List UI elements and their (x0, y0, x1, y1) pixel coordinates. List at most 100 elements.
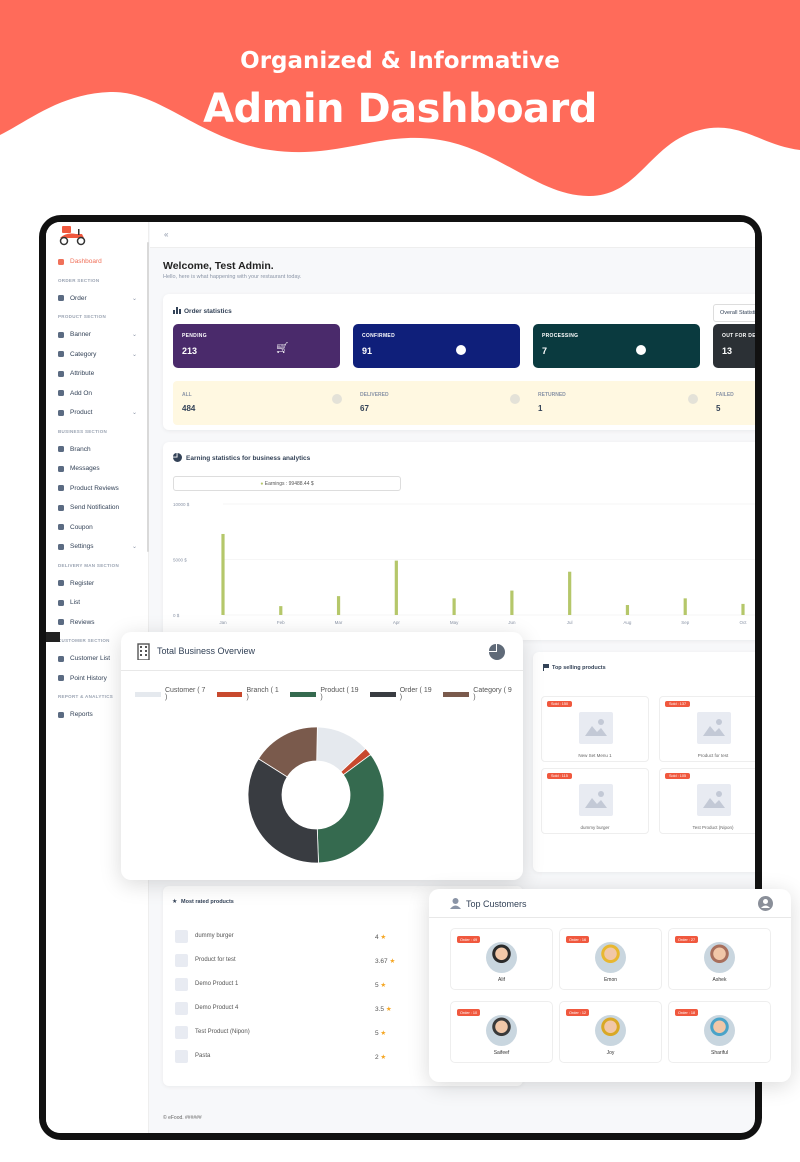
bar-feb[interactable] (279, 606, 283, 615)
legend-swatch (135, 691, 161, 697)
legend-item[interactable]: Category ( 9 ) (443, 687, 513, 701)
bar-oct[interactable] (741, 603, 745, 615)
stat-card-processing[interactable]: PROCESSING 7 (533, 324, 700, 368)
customer-card[interactable]: Order : 27 Ashek (668, 928, 771, 990)
stat-value: 7 (542, 346, 548, 356)
customer-card[interactable]: Order : 16 Emon (559, 928, 662, 990)
sidebar-item-reviews[interactable]: Reviews (46, 613, 149, 633)
x-tick-label: May (450, 620, 459, 625)
clock-icon (636, 345, 646, 355)
donut-slice-order[interactable] (247, 758, 319, 864)
sidebar-toggle[interactable] (46, 632, 60, 642)
bar-apr[interactable] (394, 560, 398, 615)
hero-subtitle: Organized & Informative (240, 48, 560, 74)
sidebar-scrollbar[interactable] (147, 242, 149, 552)
sidebar-item-coupon[interactable]: Coupon (46, 518, 149, 538)
sidebar-item-register[interactable]: Register (46, 574, 149, 594)
sidebar-item-point-history[interactable]: Point History (46, 669, 149, 689)
customer-card[interactable]: Order : 18 Shariful (668, 1001, 771, 1063)
legend-item[interactable]: Order ( 19 ) (369, 687, 434, 701)
customer-card[interactable]: Order : 10 Saifeef (450, 1001, 553, 1063)
welcome-subtitle: Hello, here is what happening with your … (163, 274, 302, 280)
star-icon: ★ (384, 1006, 392, 1013)
product-thumbnail (175, 1050, 188, 1063)
sidebar-item-reports[interactable]: Reports (46, 705, 149, 725)
order-count-badge: Order : 16 (566, 936, 590, 943)
category-icon (58, 351, 64, 358)
sidebar-item-attribute[interactable]: Attribute (46, 364, 149, 384)
sidebar-item-messages[interactable]: Messages (46, 459, 149, 479)
bar-aug[interactable] (625, 605, 630, 615)
plus-circle-icon (58, 390, 64, 397)
rated-product-row[interactable]: dummy burger 4 ★ (175, 930, 525, 946)
bar-sep[interactable] (683, 598, 687, 615)
sidebar-item-branch[interactable]: Branch (46, 440, 149, 460)
bar-jun[interactable] (510, 590, 514, 615)
product-name: Product for test (697, 753, 729, 758)
top-selling-item[interactable]: Sold : 115 dummy burger (541, 768, 649, 834)
account-circle-icon[interactable] (758, 896, 773, 911)
product-thumbnail (175, 978, 188, 991)
rated-product-row[interactable]: Pasta 2 ★ (175, 1050, 525, 1066)
donut-slice-product[interactable] (316, 754, 385, 864)
sidebar-item-order[interactable]: Order ⌄ (46, 289, 149, 309)
order-count-badge: Order : 10 (457, 1009, 481, 1016)
sidebar-item-label: Attribute (70, 370, 95, 378)
top-selling-item[interactable]: Sold : 105 Test Product (Nipon) (659, 768, 755, 834)
rated-product-row[interactable]: Product for test 3.67 ★ (175, 954, 525, 970)
customer-card[interactable]: Order : 49 Alif (450, 928, 553, 990)
earning-bar-chart: 10000 $ 5000 $ 0 $ Jan Feb Mar Apr May Jun Jul Aug… (173, 502, 755, 625)
order-statistics-card: Order statistics ALL 484 DELIVERED 67 RETURN… (163, 294, 755, 430)
product-name: dummy burger (580, 825, 610, 830)
product-name: New Set Menu 1 (578, 753, 612, 758)
summary-icon (688, 394, 698, 404)
stat-value: 213 (182, 346, 198, 356)
product-name: Pasta (195, 1053, 211, 1059)
donut-slice-category[interactable] (257, 726, 318, 778)
stat-card-confirmed[interactable]: CONFIRMED 91 (353, 324, 520, 368)
rated-product-row[interactable]: Demo Product 4 3.5 ★ (175, 1002, 525, 1018)
legend-item[interactable]: Product ( 19 ) (290, 687, 359, 701)
bar-mar[interactable] (336, 596, 341, 615)
sidebar-item-label: Dashboard (70, 258, 102, 266)
stat-card-pending[interactable]: PENDING 213 🛒 (173, 324, 340, 368)
stat-card-out-for-delivery[interactable]: OUT FOR DELIVERY 13 (713, 324, 755, 368)
sidebar-item-banner[interactable]: Banner ⌄ (46, 325, 149, 345)
top-selling-item[interactable]: Sold : 137 Product for test (659, 696, 755, 762)
sidebar-item-send-notification[interactable]: Send Notification (46, 498, 149, 518)
legend-label: Category ( 9 ) (473, 687, 512, 701)
star-outline-icon (58, 619, 64, 626)
summary-icon (332, 394, 342, 404)
sidebar-item-category[interactable]: Category ⌄ (46, 345, 149, 365)
cart-icon (58, 295, 64, 302)
bar-may[interactable] (452, 598, 456, 615)
sidebar-item-add-on[interactable]: Add On (46, 384, 149, 404)
star-icon: ★ (378, 982, 387, 989)
sidebar-section-heading: ORDER SECTION (58, 277, 100, 283)
sidebar-item-dashboard[interactable]: Dashboard (46, 252, 149, 272)
customer-card[interactable]: Order : 12 Joy (559, 1001, 662, 1063)
sidebar-item-customer-list[interactable]: Customer List (46, 649, 149, 669)
rated-product-row[interactable]: Test Product (Nipon) 5 ★ (175, 1026, 525, 1042)
sidebar-item-settings[interactable]: Settings ⌄ (46, 537, 149, 557)
avatar (595, 942, 626, 973)
statistics-filter-select[interactable]: Overall Statistics (713, 304, 755, 322)
star-icon: ★ (378, 1054, 387, 1061)
legend-item[interactable]: Customer ( 7 ) (135, 687, 207, 701)
pie-chart-icon[interactable] (489, 644, 505, 660)
bar-jan[interactable] (221, 533, 225, 615)
customer-name: Emon (603, 977, 618, 983)
divider (121, 670, 523, 671)
bar-jul[interactable] (568, 571, 572, 615)
sidebar-item-list[interactable]: List (46, 593, 149, 613)
x-tick-label: Sep (681, 620, 690, 625)
sidebar-item-label: Customer List (70, 655, 111, 663)
sidebar-item-product[interactable]: Product ⌄ (46, 403, 149, 423)
product-rating: 5 ★ (375, 1029, 386, 1037)
sidebar-item-product-reviews[interactable]: Product Reviews (46, 479, 149, 499)
collapse-icon[interactable]: « (164, 230, 169, 239)
rated-product-row[interactable]: Demo Product 1 5 ★ (175, 978, 525, 994)
top-selling-item[interactable]: Sold : 150 New Set Menu 1 (541, 696, 649, 762)
legend-item[interactable]: Branch ( 1 ) (216, 687, 281, 701)
sold-badge: Sold : 105 (665, 773, 691, 779)
